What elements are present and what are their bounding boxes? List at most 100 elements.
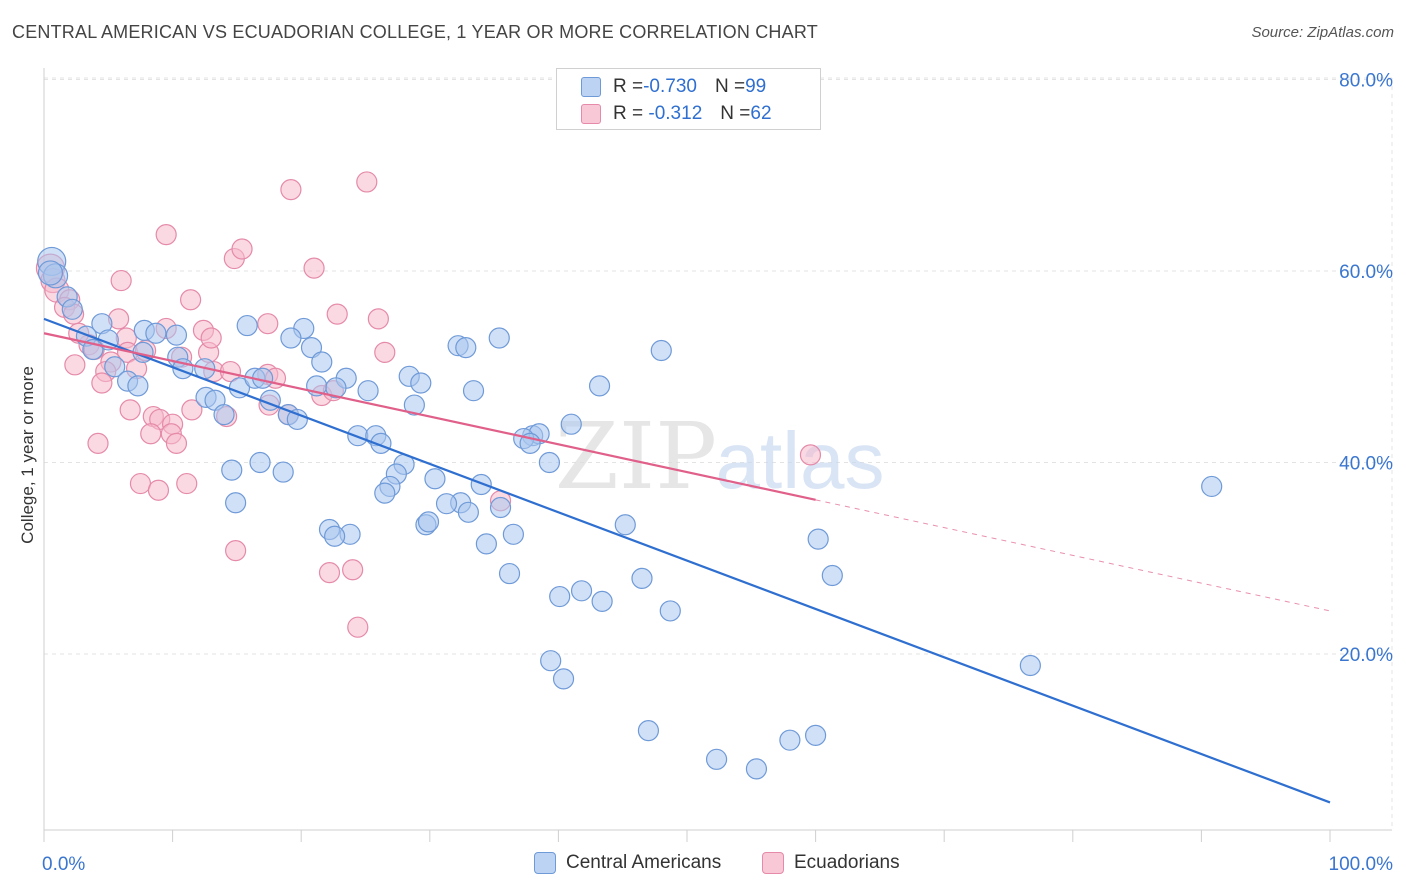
legend-row-ecuadorians: R = -0.312 N = 62 [581,102,772,126]
data-point [200,327,222,349]
data-point [588,375,611,397]
series-legend-ecuadorians[interactable]: Ecuadorians [762,852,900,874]
data-point [311,351,333,373]
data-point [64,354,86,376]
data-point [374,341,396,363]
data-point [280,327,302,349]
trend-line-ecuadorians [43,332,816,501]
legend-r-value: -0.312 [643,103,703,124]
series-name: Ecuadorians [794,852,900,873]
series-legend-central-americans[interactable]: Central Americans [534,852,721,874]
legend-swatch-pink [581,104,601,124]
legend-r-value: -0.730 [643,76,697,97]
y-tick-label: 40.0% [1339,454,1393,475]
watermark-zip: ZIP [555,403,717,510]
series-name: Central Americans [566,852,722,873]
data-point [1201,475,1223,498]
chart-title: CENTRAL AMERICAN VS ECUADORIAN COLLEGE, … [12,22,818,42]
data-point [367,308,389,330]
data-point [155,224,177,246]
data-point [119,399,141,421]
legend-swatch-blue [581,77,601,97]
data-point [637,719,660,742]
data-point [488,327,510,349]
correlation-legend: R = -0.730 N = 99 R = -0.312 N = 62 [556,68,821,130]
data-point [61,298,83,320]
watermark-atlas: atlas [716,416,885,505]
data-point [745,758,768,780]
trend-line-ecuadorians-extension [815,499,1331,612]
data-point [318,562,341,584]
legend-r-label: R = [613,103,644,124]
data-point [779,729,801,751]
data-point [145,322,167,344]
data-point [570,580,593,602]
data-point [650,339,672,362]
data-point [799,444,822,466]
data-point [374,482,396,504]
data-point [324,525,346,547]
data-point [540,650,562,672]
data-point [147,479,170,501]
x-tick-label-min: 0.0% [42,854,85,875]
data-point [272,461,294,483]
data-point [357,380,379,402]
data-point [631,567,653,589]
y-tick-label: 60.0% [1339,262,1393,283]
data-point [326,303,348,325]
data-point [804,724,827,746]
legend-row-central-americans: R = -0.730 N = 99 [581,75,766,99]
data-point [549,585,571,608]
data-point [424,468,446,490]
y-tick-label: 80.0% [1339,71,1393,92]
data-point [140,423,162,445]
data-point [110,269,132,292]
legend-n-value: 62 [750,103,772,124]
data-point [347,616,369,638]
legend-n-label: N = [720,103,751,124]
data-point [325,377,347,399]
data-point [91,372,113,394]
central-americans-points [37,246,1223,780]
data-point [129,472,152,495]
data-point [614,514,636,536]
data-point [417,511,440,533]
data-point [659,600,681,622]
data-point [455,337,477,359]
data-point [560,413,582,435]
trend-line-central-americans [43,317,1331,804]
data-point [221,459,243,481]
data-point [462,380,485,402]
data-point [410,372,432,394]
data-point [165,324,188,346]
legend-r-label: R = [613,76,644,97]
data-point [225,492,247,514]
data-point [225,539,247,562]
legend-n-label: N = [714,76,746,97]
series-legend: Central Americans Ecuadorians [0,852,1406,878]
series-swatch-blue [534,852,556,874]
x-tick-label-max: 100.0% [1329,854,1394,875]
data-point [489,496,512,519]
data-point [475,533,497,555]
data-point [176,472,198,495]
data-point [807,528,829,550]
data-point [127,375,149,397]
data-point [104,356,126,378]
data-point [165,432,188,454]
data-point [498,562,521,585]
data-point [37,260,64,286]
data-point [705,748,728,770]
data-point [1019,654,1041,677]
y-tick-label: 20.0% [1339,645,1393,666]
data-point [342,559,364,581]
data-point [300,337,323,359]
data-point [591,590,613,612]
data-point [87,432,109,454]
data-point [213,404,235,426]
data-point [181,399,203,421]
data-point [435,493,458,515]
data-point [236,314,258,337]
axes [43,68,1392,842]
